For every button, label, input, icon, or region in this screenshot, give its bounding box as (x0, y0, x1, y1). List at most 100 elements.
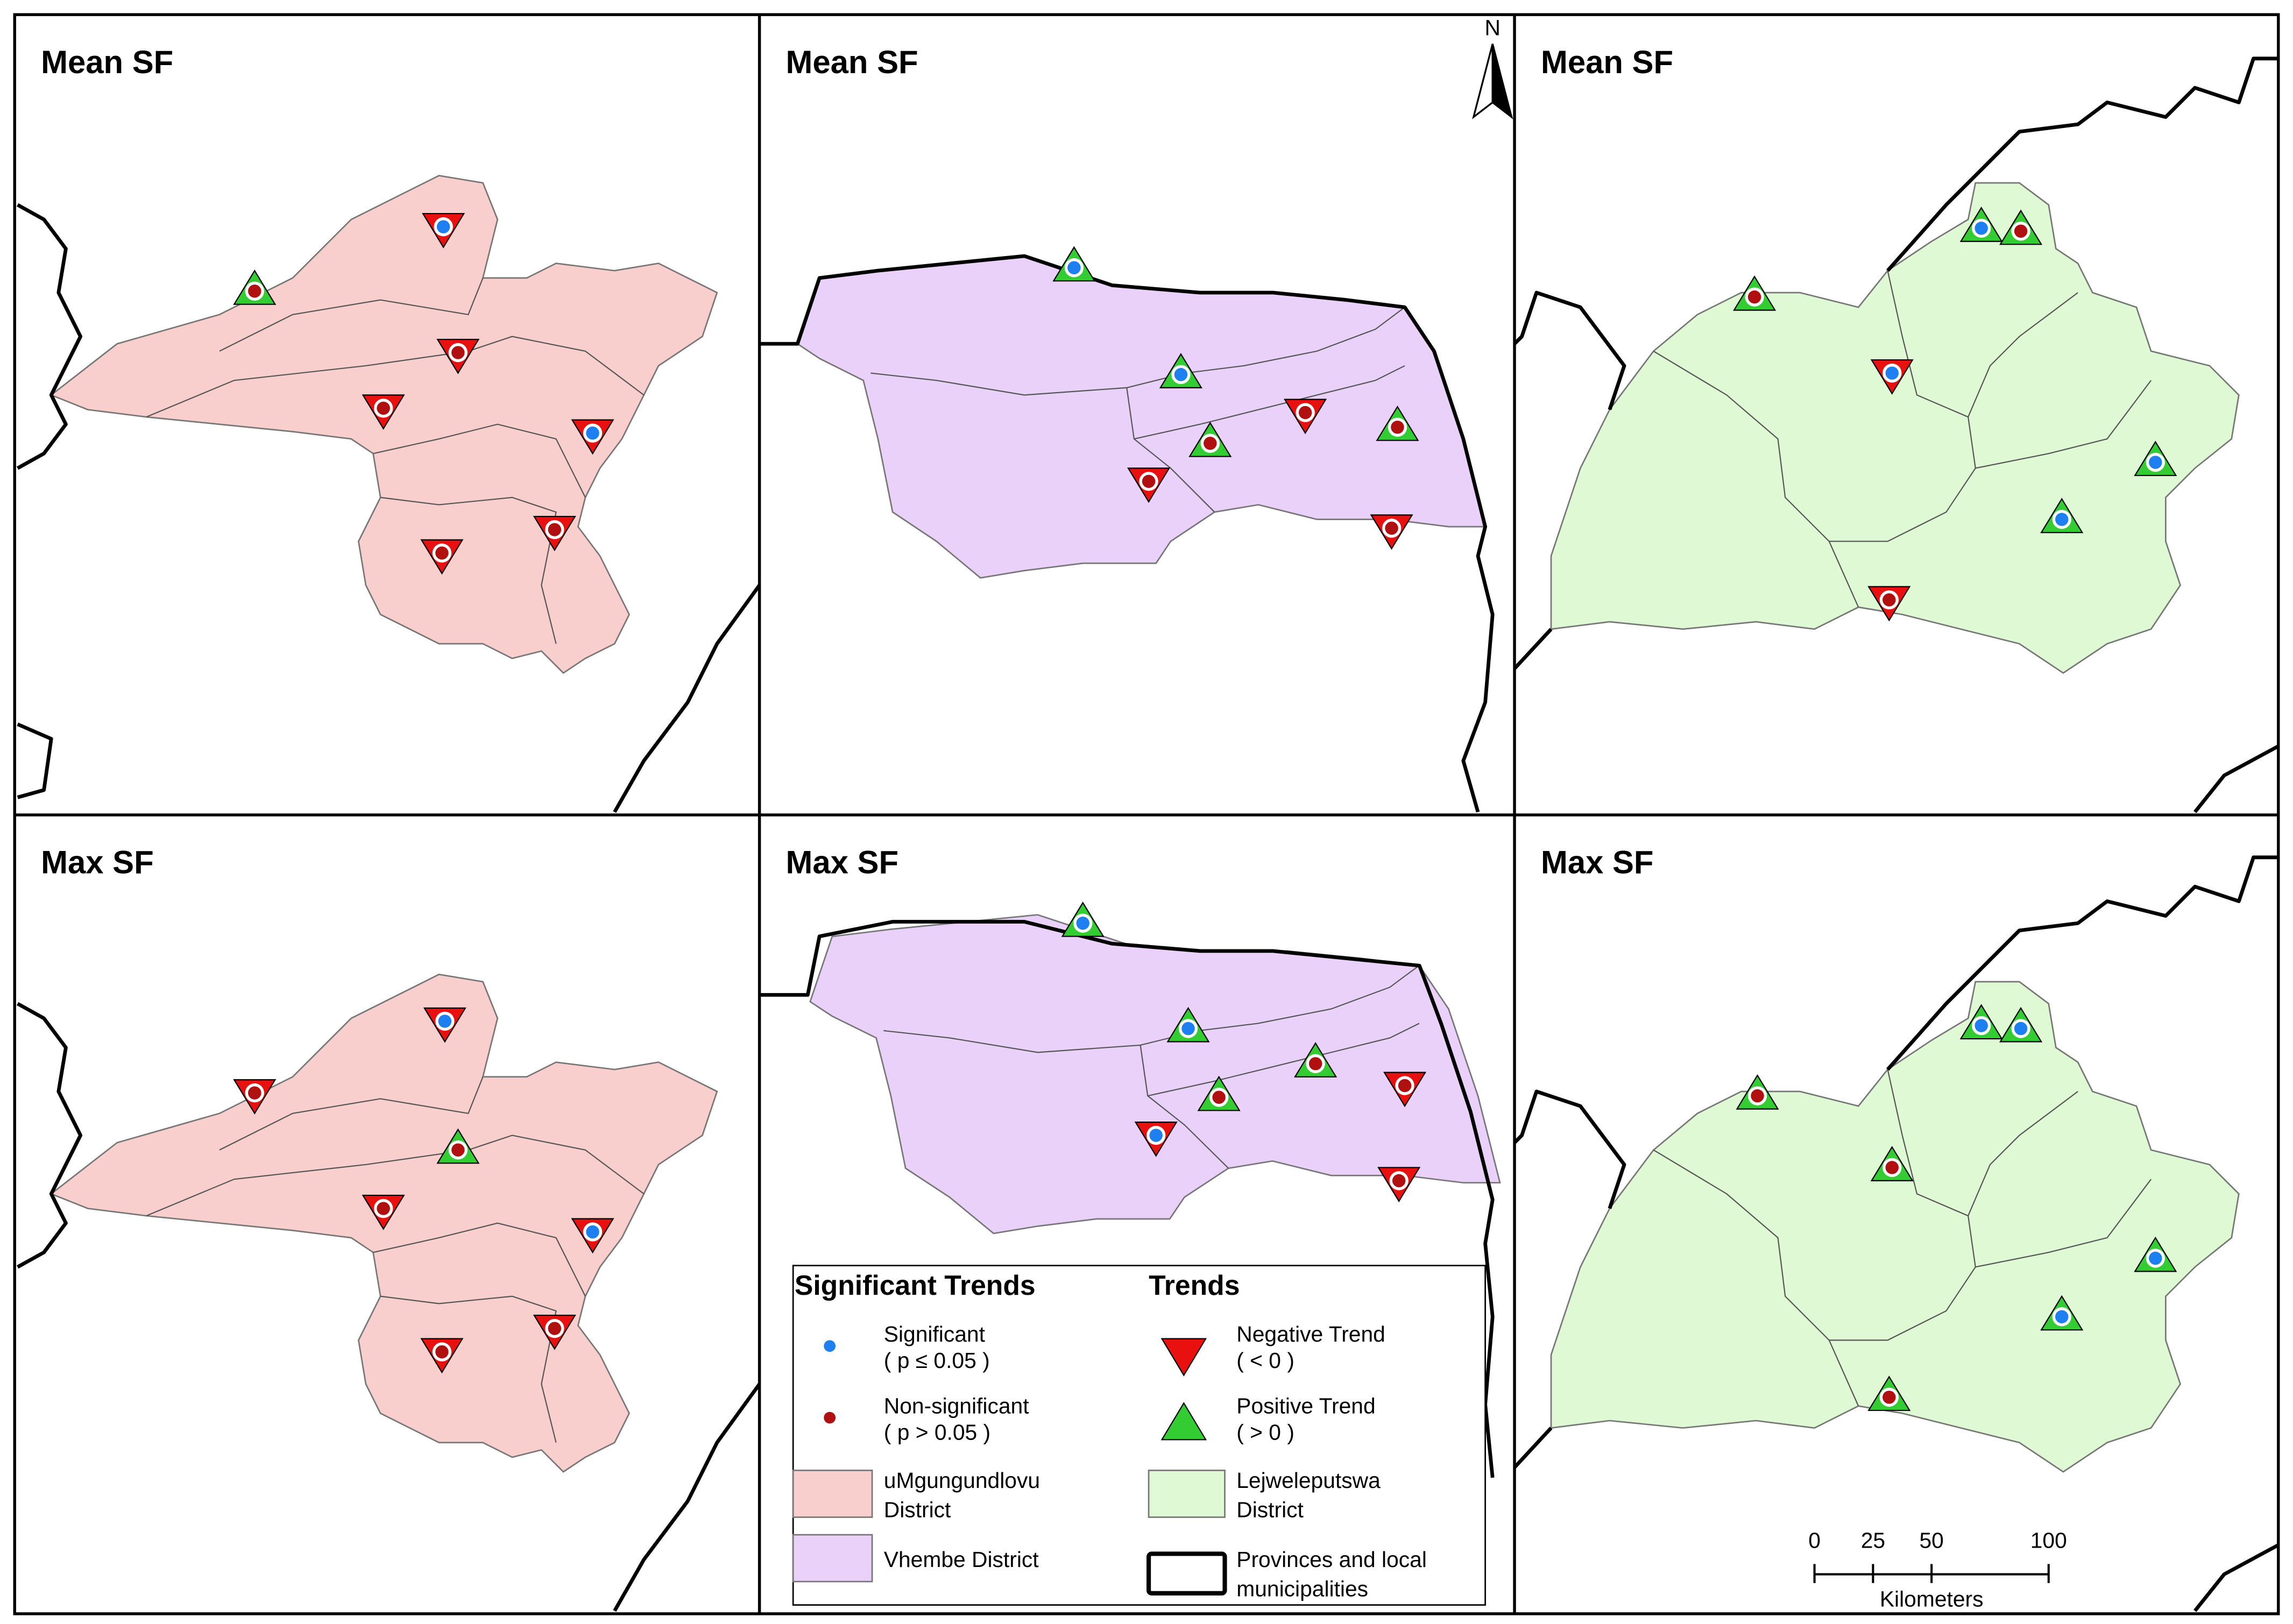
significance-dot (2055, 1310, 2069, 1324)
significance-dot (1882, 593, 1896, 607)
station-marker (1376, 406, 1419, 441)
district-map (50, 974, 2240, 1473)
significance-dot (248, 1086, 261, 1100)
legend-heading: Significant Trends (795, 1270, 1036, 1301)
station-marker (420, 1338, 464, 1374)
legend-label: Negative Trend (1236, 1322, 1385, 1346)
significance-dot (1076, 916, 1089, 930)
scale-label: 50 (1919, 1528, 1943, 1553)
significance-dot (586, 1225, 599, 1239)
significance-dot (2014, 1022, 2028, 1036)
station-marker (533, 516, 576, 551)
legend-label: Vhembe District (884, 1547, 1039, 1572)
significance-dot (1885, 1161, 1899, 1174)
significance-dot (438, 1015, 452, 1028)
station-marker (420, 539, 464, 575)
significance-dot (586, 426, 599, 440)
station-marker (1383, 1072, 1427, 1108)
legend-label: Non-significant (884, 1393, 1029, 1418)
station-marker (571, 1218, 614, 1254)
significance-dot (1751, 1089, 1764, 1103)
legend-label: District (1236, 1497, 1304, 1522)
significance-dot (2149, 1251, 2162, 1265)
legend-heading: Trends (1149, 1270, 1240, 1301)
legend-label: Significant (884, 1322, 986, 1346)
significance-dot (1974, 1019, 1988, 1032)
significance-dot (1174, 368, 1188, 381)
legend-label: District (884, 1497, 951, 1522)
station-marker (422, 213, 465, 249)
station-marker (1377, 1167, 1421, 1203)
station-marker (533, 1315, 576, 1350)
north-label: N (1485, 15, 1501, 40)
legend: Significant Trends Trends Significant ( … (792, 1265, 1486, 1606)
station-marker (1867, 586, 1911, 622)
station-marker (1061, 902, 1105, 937)
significance-dot (1204, 436, 1217, 450)
significance-dot (435, 546, 449, 560)
station-marker (233, 1079, 277, 1115)
legend-label: Lejweleputswa (1236, 1468, 1381, 1493)
panel-title: Max SF (41, 845, 153, 881)
station-marker (571, 419, 614, 455)
significance-dot (435, 1345, 449, 1359)
station-marker (1127, 467, 1171, 503)
station-marker (2134, 1236, 2177, 1272)
significance-dot (1747, 290, 1761, 304)
significance-dot (1398, 1079, 1412, 1093)
significance-dot (436, 220, 450, 233)
significance-dot (451, 346, 465, 359)
significance-dot (1391, 420, 1404, 434)
panel-title: Max SF (786, 845, 898, 881)
station-marker (1052, 246, 1096, 282)
station-marker (362, 394, 405, 430)
significance-dot (1212, 1090, 1226, 1104)
station-marker (1134, 1122, 1178, 1157)
legend-label: municipalities (1236, 1576, 1368, 1601)
station-marker (1999, 1006, 2043, 1043)
panel-title: Mean SF (1541, 44, 1673, 80)
legend-label: ( < 0 ) (1236, 1348, 1294, 1373)
station-marker (1197, 1075, 1241, 1111)
panel-title: Mean SF (41, 44, 173, 80)
panel-frames (13, 13, 2280, 1615)
station-marker (1284, 399, 1327, 435)
panel-title: Mean SF (786, 44, 918, 80)
station-marker (233, 270, 277, 305)
significance-dot (248, 285, 261, 298)
significance-dot (377, 1202, 390, 1215)
significance-dot (548, 1322, 562, 1335)
station-marker (1736, 1074, 1779, 1110)
legend-label: ( > 0 ) (1236, 1420, 1294, 1444)
legend-label: ( p ≤ 0.05 ) (884, 1348, 990, 1373)
legend-label: uMgungundlovu (884, 1468, 1040, 1493)
significance-dot (1067, 261, 1081, 274)
significance-dot (2055, 513, 2069, 526)
station-marker (1867, 1375, 1911, 1411)
station-marker (436, 1128, 480, 1164)
station-marker (423, 1007, 466, 1043)
significance-dot (1385, 521, 1398, 535)
station-marker (1959, 207, 2003, 242)
scale-bar: 0 25 50 100 Kilometers (1808, 1528, 2067, 1612)
station-marker (1733, 275, 1777, 311)
significance-dot (1974, 222, 1988, 235)
station-marker (1294, 1042, 1337, 1077)
station-marker (1870, 1146, 1914, 1181)
station-marker (1999, 209, 2043, 245)
station-marker (1166, 1006, 1210, 1043)
station-marker (362, 1195, 405, 1230)
station-marker (1870, 359, 1914, 395)
scale-label: 0 (1808, 1528, 1821, 1553)
legend-label: Positive Trend (1236, 1393, 1375, 1418)
significance-dot (451, 1143, 465, 1157)
north-arrow: N (1472, 15, 1513, 119)
station-markers (233, 207, 2177, 1411)
station-marker (1159, 353, 1202, 388)
significance-dot (1142, 474, 1156, 488)
significance-dot (2149, 456, 2162, 469)
significance-dot (1392, 1174, 1406, 1188)
station-marker (1188, 421, 1232, 457)
significance-dot (548, 523, 562, 536)
